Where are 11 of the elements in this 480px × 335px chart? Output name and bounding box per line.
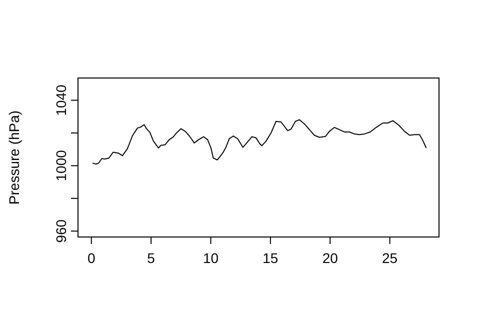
x-tick-label: 20	[322, 250, 338, 266]
x-tick-label: 0	[87, 250, 96, 266]
y-axis-title: Pressure (hPa)	[6, 110, 22, 205]
x-tick-label: 25	[382, 250, 398, 266]
x-tick-label: 15	[262, 250, 278, 266]
y-tick-label: 1040	[53, 84, 69, 116]
x-tick-label: 5	[147, 250, 156, 266]
x-tick-label: 10	[202, 250, 219, 266]
y-tick-label: 960	[53, 219, 69, 243]
y-tick-label: 1000	[53, 150, 69, 182]
line-series	[92, 119, 427, 165]
